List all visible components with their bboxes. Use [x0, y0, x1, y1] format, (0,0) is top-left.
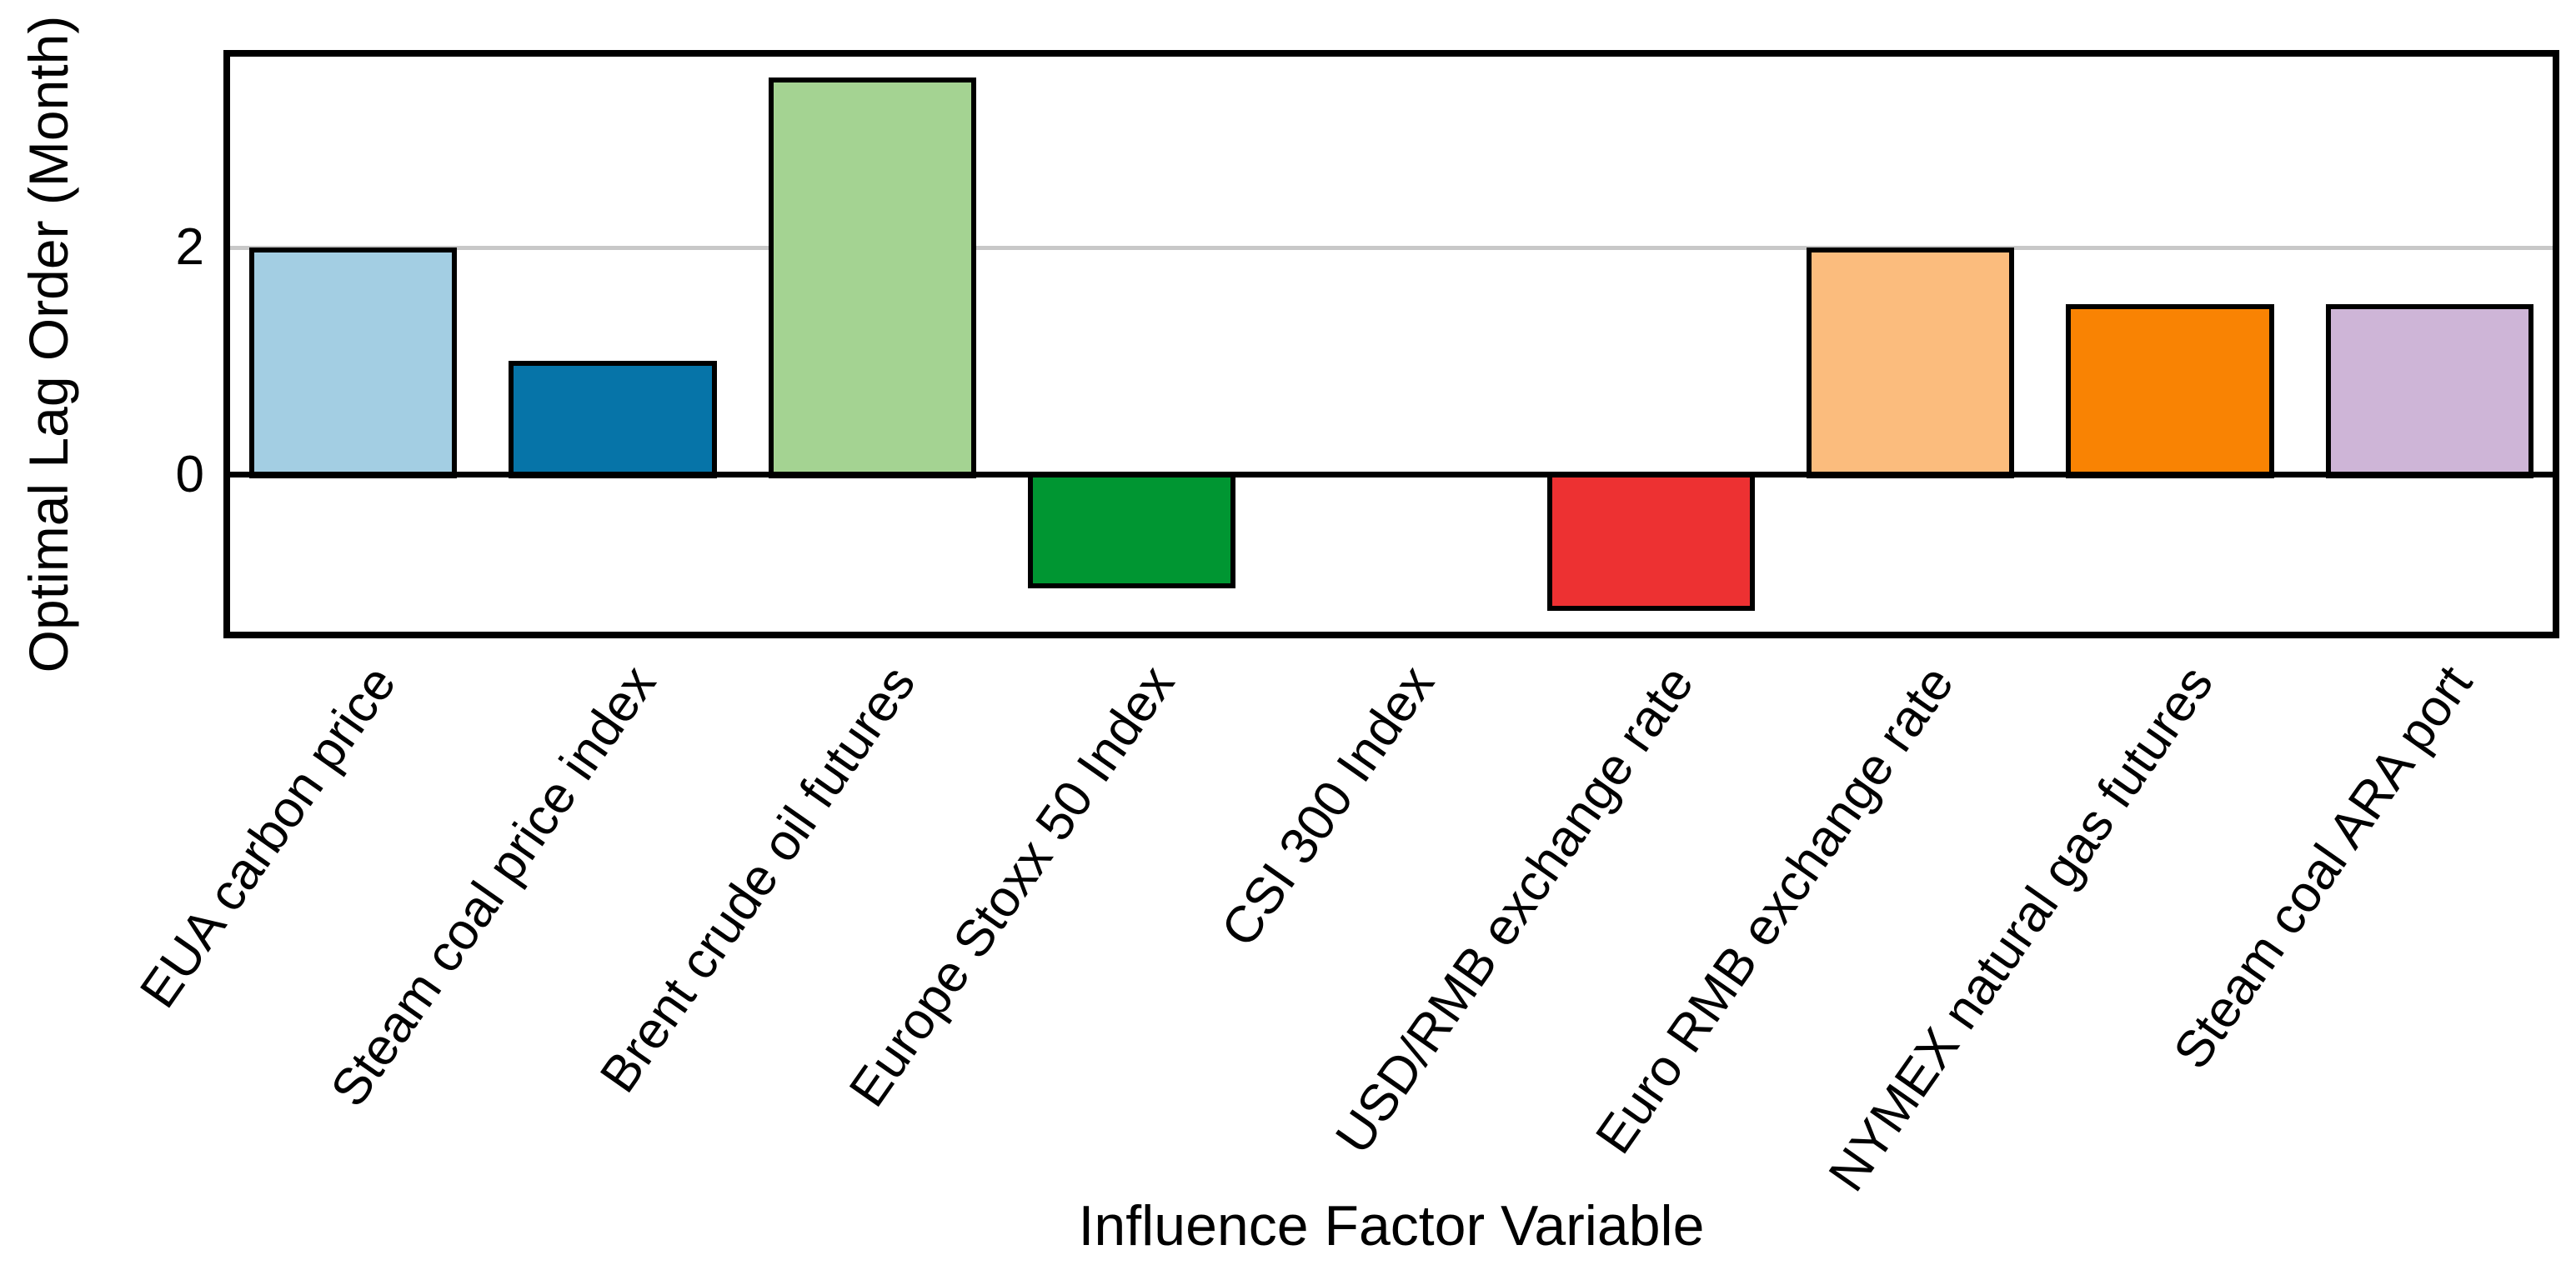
bar-brent-crude-oil-futures	[768, 77, 976, 478]
y-tick-label-2: 2	[175, 218, 204, 277]
gridline-y-2	[223, 245, 2559, 250]
bar-steam-coal-price-index	[509, 361, 717, 478]
bar-eua-carbon-price	[249, 248, 458, 478]
bar-europe-stoxx-50-index	[1028, 472, 1236, 589]
y-axis-label: Optimal Lag Order (Month)	[18, 15, 79, 673]
zero-baseline	[223, 472, 2559, 478]
x-tick-label-eua-carbon-price: EUA carbon price	[129, 655, 408, 1018]
plot-area	[223, 50, 2559, 638]
bar-euro-rmb-exchange-rate	[1807, 248, 2015, 478]
bar-steam-coal-ara-port	[2325, 304, 2533, 478]
bottom-spine	[223, 632, 2559, 638]
x-tick-label-csi-300-index: CSI 300 Index	[1210, 655, 1446, 958]
right-spine	[2553, 50, 2559, 638]
y-tick-label-0: 0	[175, 445, 204, 503]
x-axis-label: Influence Factor Variable	[1078, 1194, 1705, 1258]
x-tick-label-steam-coal-ara-port: Steam coal ARA port	[2163, 655, 2484, 1080]
left-spine	[223, 50, 230, 638]
bar-usd-rmb-exchange-rate	[1546, 472, 1755, 612]
bar-nymex-natural-gas-futures	[2066, 304, 2274, 478]
top-spine	[223, 50, 2559, 57]
